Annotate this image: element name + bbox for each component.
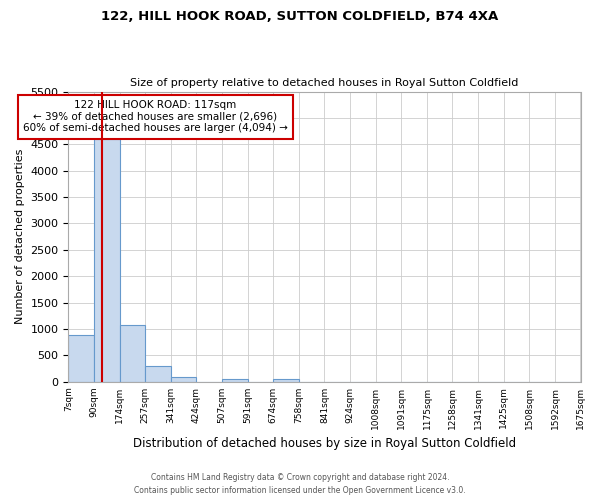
Text: Contains HM Land Registry data © Crown copyright and database right 2024.
Contai: Contains HM Land Registry data © Crown c…: [134, 474, 466, 495]
Y-axis label: Number of detached properties: Number of detached properties: [15, 149, 25, 324]
Text: 122 HILL HOOK ROAD: 117sqm
← 39% of detached houses are smaller (2,696)
60% of s: 122 HILL HOOK ROAD: 117sqm ← 39% of deta…: [23, 100, 288, 134]
Bar: [94, 139, 119, 382]
Bar: [119, 324, 145, 382]
Text: 122, HILL HOOK ROAD, SUTTON COLDFIELD, B74 4XA: 122, HILL HOOK ROAD, SUTTON COLDFIELD, B…: [101, 10, 499, 23]
Bar: [171, 378, 196, 382]
Bar: [68, 334, 94, 382]
Bar: [145, 366, 171, 382]
Bar: [222, 378, 248, 382]
Title: Size of property relative to detached houses in Royal Sutton Coldfield: Size of property relative to detached ho…: [130, 78, 518, 88]
X-axis label: Distribution of detached houses by size in Royal Sutton Coldfield: Distribution of detached houses by size …: [133, 437, 516, 450]
Bar: [273, 378, 299, 382]
